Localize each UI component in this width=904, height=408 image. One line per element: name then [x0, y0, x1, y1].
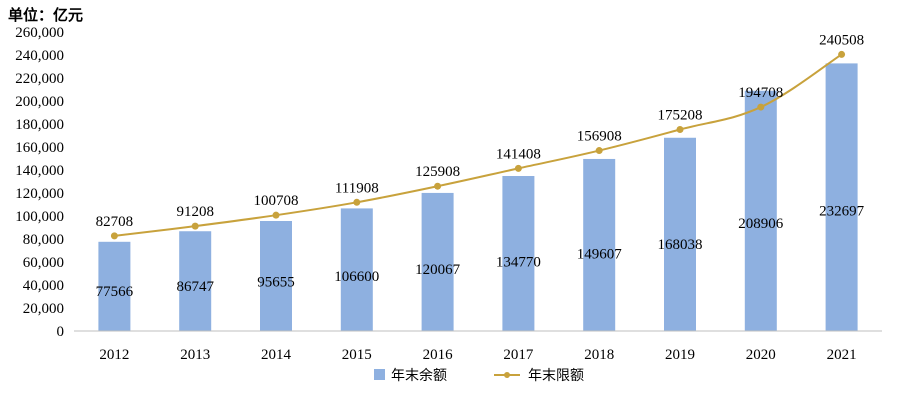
y-tick-label: 40,000 [23, 278, 64, 294]
y-tick-label: 80,000 [23, 232, 64, 248]
bar-data-labels: 77566 86747 95655 106600 120067 134770 149607 1… [96, 204, 865, 300]
x-tick-label: 2015 [342, 347, 372, 363]
legend: 年末余额 年末限额 [374, 367, 584, 384]
x-tick-label: 2016 [423, 347, 454, 363]
bar-data-label: 149607 [577, 247, 623, 263]
y-axis-ticks: 0 20,000 40,000 60,000 80,000 100,000 120,000 1… [15, 25, 64, 340]
line-data-label: 175208 [658, 108, 703, 124]
line-data-labels: 82708 91208 100708 111908 125908 141408 156908… [96, 32, 864, 229]
bar [340, 208, 373, 331]
y-tick-label: 260,000 [15, 25, 64, 41]
bar-data-label: 95655 [257, 274, 295, 290]
line-data-label: 156908 [577, 129, 622, 145]
bar-series [98, 63, 858, 332]
line-data-label: 125908 [415, 164, 460, 180]
line-data-label: 100708 [254, 193, 299, 209]
bar-data-label: 232697 [819, 204, 865, 220]
legend-line-marker [504, 372, 510, 378]
y-tick-label: 160,000 [15, 140, 64, 156]
bar-data-label: 168038 [658, 237, 703, 253]
line-series [110, 50, 846, 240]
y-tick-label: 200,000 [15, 94, 64, 110]
y-tick-label: 60,000 [23, 255, 64, 271]
y-tick-label: 20,000 [23, 301, 64, 317]
bar [825, 63, 858, 332]
bar [583, 158, 616, 331]
line-data-label: 111908 [335, 180, 379, 196]
line-data-label: 82708 [96, 214, 134, 230]
x-axis-ticks: 2012 2013 2014 2015 2016 2017 2018 2019 2020 2021 [99, 347, 856, 363]
x-tick-label: 2019 [665, 347, 695, 363]
line-path [114, 53, 843, 237]
x-tick-label: 2021 [827, 347, 857, 363]
bar [421, 192, 454, 331]
line-point [757, 103, 765, 111]
x-tick-label: 2020 [746, 347, 776, 363]
y-tick-label: 140,000 [15, 163, 64, 179]
x-tick-label: 2018 [584, 347, 614, 363]
bar-data-label: 120067 [415, 262, 461, 278]
y-tick-label: 100,000 [15, 209, 64, 225]
line-point [110, 232, 118, 240]
line-point [838, 50, 846, 58]
line-data-label: 141408 [496, 146, 541, 162]
line-point [676, 126, 684, 134]
bar-data-label: 106600 [334, 269, 379, 285]
y-tick-label: 0 [57, 324, 65, 340]
y-tick-label: 120,000 [15, 186, 64, 202]
x-tick-label: 2017 [503, 347, 534, 363]
bar-data-label: 134770 [496, 254, 541, 270]
bar [664, 137, 696, 331]
x-tick-label: 2014 [261, 347, 292, 363]
line-point [595, 147, 603, 155]
line-data-label: 91208 [176, 204, 214, 220]
line-point [191, 222, 199, 230]
legend-bar-swatch [374, 369, 385, 380]
y-tick-label: 240,000 [15, 48, 64, 64]
x-tick-label: 2013 [180, 347, 210, 363]
bar-data-label: 77566 [96, 284, 134, 300]
line-point [353, 198, 361, 206]
x-tick-label: 2012 [99, 347, 129, 363]
legend-line-label: 年末限额 [528, 368, 584, 384]
bar [179, 231, 212, 331]
y-tick-label: 220,000 [15, 71, 64, 87]
line-point [514, 164, 522, 172]
line-point [272, 211, 280, 219]
bar [98, 241, 131, 331]
y-tick-label: 180,000 [15, 117, 64, 133]
line-point [434, 182, 442, 190]
bar [260, 220, 292, 331]
bar [502, 176, 535, 331]
line-data-label: 240508 [819, 32, 864, 48]
line-data-label: 194708 [738, 85, 783, 101]
unit-label: 单位：亿元 [8, 6, 84, 24]
legend-bar-label: 年末余额 [391, 367, 447, 384]
bar-data-label: 86747 [176, 279, 214, 295]
bar-data-label: 208906 [738, 216, 784, 232]
bar [744, 90, 777, 331]
